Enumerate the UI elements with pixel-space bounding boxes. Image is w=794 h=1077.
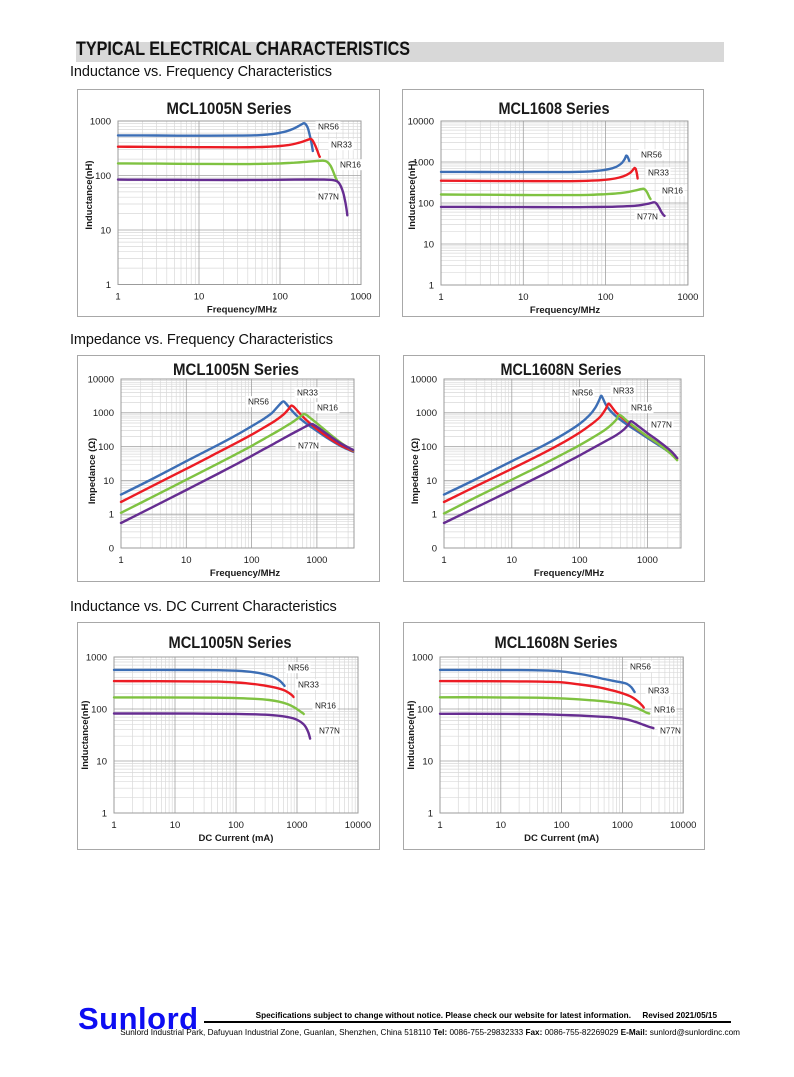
svg-text:NR56: NR56 [572,389,593,398]
svg-text:Frequency/MHz: Frequency/MHz [210,568,280,579]
svg-text:N77N: N77N [298,442,319,451]
svg-text:Inductance(nH): Inductance(nH) [406,700,417,769]
svg-text:10: 10 [518,292,529,303]
svg-text:DC Current (mA): DC Current (mA) [524,833,599,844]
svg-text:100: 100 [417,704,433,715]
svg-text:1000: 1000 [412,652,433,663]
svg-text:1000: 1000 [286,820,307,831]
svg-text:Frequency/MHz: Frequency/MHz [530,305,600,316]
svg-text:N77N: N77N [319,727,340,736]
svg-text:1: 1 [432,510,437,521]
svg-text:10000: 10000 [408,116,434,127]
svg-text:100: 100 [95,171,111,182]
svg-text:1: 1 [441,555,446,566]
svg-text:N77N: N77N [318,193,339,202]
svg-text:10000: 10000 [411,374,437,385]
svg-text:Impedance (Ω): Impedance (Ω) [410,438,421,504]
svg-text:100: 100 [598,292,614,303]
svg-text:Inductance(nH): Inductance(nH) [407,160,418,229]
svg-text:10: 10 [507,555,518,566]
svg-text:1000: 1000 [416,408,437,419]
svg-text:NR16: NR16 [317,404,338,413]
svg-text:NR56: NR56 [248,398,269,407]
svg-text:NR56: NR56 [630,663,651,672]
svg-text:NR56: NR56 [318,123,339,132]
svg-text:N77N: N77N [660,727,681,736]
svg-text:1: 1 [428,808,433,819]
svg-text:DC Current (mA): DC Current (mA) [199,833,274,844]
svg-text:0: 0 [109,543,114,554]
svg-text:MCL1005N Series: MCL1005N Series [173,361,299,379]
svg-text:1: 1 [118,555,123,566]
svg-text:NR33: NR33 [297,389,318,398]
svg-text:NR16: NR16 [631,404,652,413]
svg-text:100: 100 [272,292,288,303]
svg-text:10: 10 [103,476,114,487]
svg-text:NR33: NR33 [648,687,669,696]
svg-text:1: 1 [115,292,120,303]
svg-text:NR33: NR33 [648,169,669,178]
svg-text:Impedance (Ω): Impedance (Ω) [87,438,98,504]
svg-text:100: 100 [91,704,107,715]
svg-text:MCL1608N Series: MCL1608N Series [501,361,622,379]
svg-text:N77N: N77N [637,213,658,222]
svg-text:10: 10 [170,820,181,831]
svg-text:1: 1 [102,808,107,819]
svg-text:1: 1 [109,510,114,521]
svg-text:NR33: NR33 [298,681,319,690]
svg-text:NR33: NR33 [331,141,352,150]
svg-text:10: 10 [423,239,434,250]
svg-text:1000: 1000 [637,555,658,566]
svg-text:Inductance(nH): Inductance(nH) [84,160,95,229]
svg-text:MCL1005N Series: MCL1005N Series [167,100,292,118]
svg-text:10000: 10000 [670,820,696,831]
svg-text:10: 10 [194,292,205,303]
svg-text:100: 100 [228,820,244,831]
svg-text:1000: 1000 [86,652,107,663]
svg-text:MCL1608 Series: MCL1608 Series [499,100,610,118]
svg-text:NR56: NR56 [288,664,309,673]
svg-text:100: 100 [418,198,434,209]
svg-text:1: 1 [429,280,434,291]
svg-text:Frequency/MHz: Frequency/MHz [534,568,604,579]
svg-text:MCL1608N Series: MCL1608N Series [495,634,618,652]
svg-text:100: 100 [98,442,114,453]
svg-text:100: 100 [244,555,260,566]
svg-text:1000: 1000 [612,820,633,831]
svg-text:10: 10 [181,555,192,566]
svg-text:1000: 1000 [350,292,371,303]
svg-text:1: 1 [438,292,443,303]
svg-text:10: 10 [96,756,107,767]
svg-text:1000: 1000 [306,555,327,566]
svg-text:1: 1 [437,820,442,831]
svg-text:10000: 10000 [88,374,114,385]
svg-text:1000: 1000 [90,116,111,127]
svg-text:10: 10 [422,756,433,767]
svg-text:10: 10 [100,225,111,236]
svg-text:10000: 10000 [345,820,371,831]
svg-text:N77N: N77N [651,421,672,430]
svg-text:10: 10 [426,476,437,487]
svg-text:1: 1 [106,280,111,291]
svg-text:NR16: NR16 [662,187,683,196]
svg-text:100: 100 [421,442,437,453]
svg-text:10: 10 [496,820,507,831]
svg-text:NR56: NR56 [641,151,662,160]
svg-text:0: 0 [432,543,437,554]
svg-text:Inductance(nH): Inductance(nH) [80,700,91,769]
svg-text:NR16: NR16 [315,702,336,711]
svg-text:100: 100 [554,820,570,831]
svg-text:MCL1005N Series: MCL1005N Series [169,634,292,652]
svg-text:Frequency/MHz: Frequency/MHz [207,305,277,316]
svg-text:NR33: NR33 [613,387,634,396]
svg-text:1000: 1000 [93,408,114,419]
svg-text:100: 100 [572,555,588,566]
svg-text:1000: 1000 [413,157,434,168]
svg-text:1: 1 [111,820,116,831]
svg-text:NR16: NR16 [340,161,361,170]
svg-text:1000: 1000 [677,292,698,303]
svg-text:NR16: NR16 [654,706,675,715]
